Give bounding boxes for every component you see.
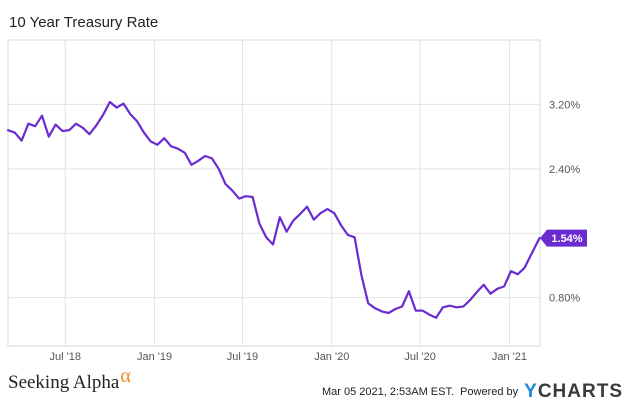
brand-name: Seeking Alpha [8, 372, 120, 393]
ycharts-logo: YCHARTS [524, 381, 623, 402]
alpha-icon: α [120, 365, 131, 387]
timestamp: Mar 05 2021, 2:53AM EST. [321, 386, 455, 398]
series-line [6, 100, 541, 319]
grid [8, 40, 540, 346]
plot-area-border [7, 39, 541, 347]
y-tick-label: 2.40% [549, 164, 580, 176]
y-axis: 0.80%1.60%2.40%3.20% [549, 99, 580, 304]
last-value-marker: 1.54% [540, 229, 587, 247]
seeking-alpha-logo: Seeking Alphaα [8, 365, 131, 394]
x-tick-label: Jul '18 [50, 351, 81, 363]
x-tick-label: Jan '20 [314, 351, 349, 363]
chart-title: 10 Year Treasury Rate [9, 14, 159, 31]
x-tick-label: Jul '19 [227, 351, 258, 363]
x-tick-label: Jan '19 [137, 351, 172, 363]
x-axis: Jul '18 Jan '19 Jul '19 Jan '20 Jul '20 Jan '… [50, 351, 527, 363]
footer-attribution: Mar 05 2021, 2:53AM EST. Powered by YCHA… [322, 381, 623, 403]
last-value-label: 1.54% [551, 233, 582, 245]
x-tick-label: Jan '21 [492, 351, 527, 363]
last-value-badge [540, 229, 587, 247]
powered-by-label: Powered by [460, 386, 519, 398]
x-tick-label: Jul '20 [404, 351, 435, 363]
y-tick-label: 0.80% [549, 293, 580, 305]
y-tick-label: 3.20% [549, 99, 580, 111]
